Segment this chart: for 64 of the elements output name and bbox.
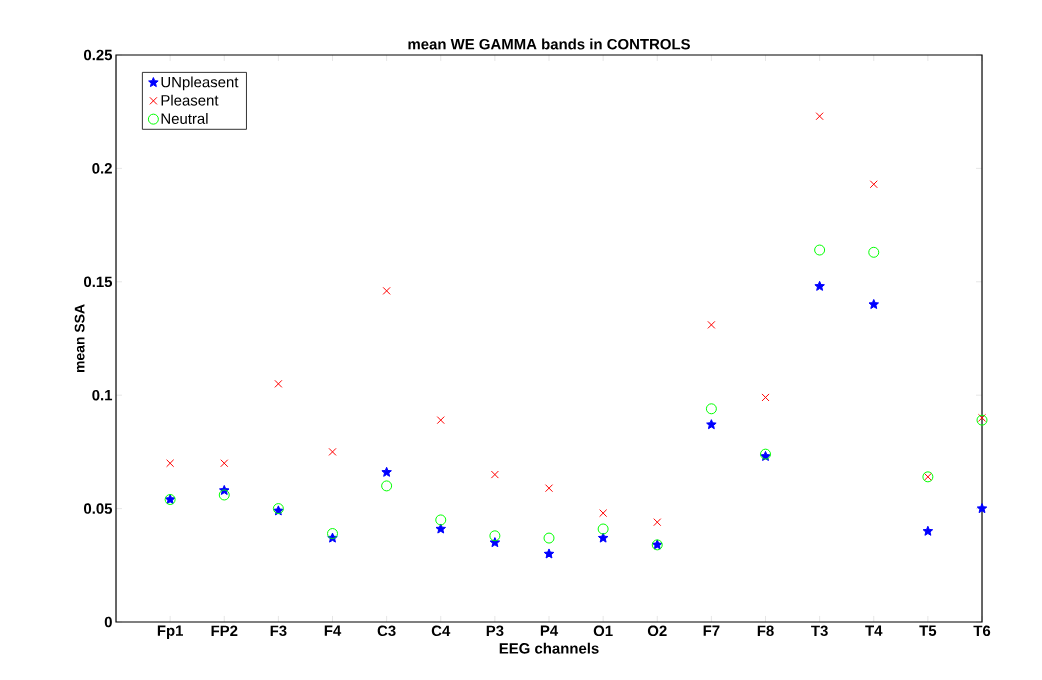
point xyxy=(435,514,447,526)
x-tick-label: FP2 xyxy=(211,625,238,636)
point xyxy=(597,532,609,543)
y-tick-label: 0.1 xyxy=(92,389,113,401)
point xyxy=(166,459,175,468)
x-tick-label: T3 xyxy=(811,625,828,637)
x-tick-label: T6 xyxy=(973,625,991,637)
point xyxy=(814,244,826,256)
y-tick-label: 0.15 xyxy=(84,276,113,288)
point xyxy=(274,379,283,388)
point xyxy=(814,280,825,291)
x-tick-label: F3 xyxy=(270,625,287,637)
point xyxy=(977,413,987,422)
point xyxy=(815,112,824,121)
point xyxy=(381,466,392,477)
point xyxy=(436,416,445,425)
point xyxy=(599,509,608,518)
point xyxy=(218,489,230,501)
point xyxy=(653,518,662,527)
point xyxy=(707,320,716,329)
point xyxy=(597,523,609,535)
point xyxy=(706,419,717,430)
x-tick-label: O1 xyxy=(593,625,613,637)
x-tick-label: F8 xyxy=(757,625,774,637)
legend-label: Neutral xyxy=(161,112,208,124)
x-tick-label: F4 xyxy=(324,625,342,636)
point xyxy=(381,480,393,492)
point xyxy=(220,459,229,468)
point xyxy=(490,470,499,479)
y-tick-label: 0.05 xyxy=(84,503,113,514)
point xyxy=(435,523,447,534)
point xyxy=(328,447,337,456)
point xyxy=(976,503,988,514)
point xyxy=(868,298,880,310)
point xyxy=(489,530,501,542)
point xyxy=(489,537,501,548)
x-tick-label: C3 xyxy=(377,625,396,637)
x-axis-title: EEG channels xyxy=(499,642,599,654)
point xyxy=(544,484,554,493)
point xyxy=(382,286,391,295)
x-tick-label: Fp1 xyxy=(157,625,183,639)
point xyxy=(922,525,934,536)
point xyxy=(543,548,555,559)
x-tick-label: O2 xyxy=(647,625,667,637)
x-tick-label: T4 xyxy=(865,625,883,636)
x-tick-label: F7 xyxy=(703,625,720,636)
point xyxy=(761,393,770,402)
x-tick-label: P3 xyxy=(486,625,504,637)
y-axis-title: mean SSA xyxy=(74,304,85,373)
point xyxy=(327,528,339,540)
legend-label: UNpleasent xyxy=(161,76,239,91)
point xyxy=(976,414,988,426)
x-tick-label: T5 xyxy=(919,625,937,636)
y-tick-label: 0.25 xyxy=(84,49,113,61)
chart-title: mean WE GAMMA bands in CONTROLS xyxy=(408,38,690,50)
point xyxy=(869,180,878,189)
x-tick-label: C4 xyxy=(431,625,451,637)
x-tick-label: P4 xyxy=(540,625,559,636)
point xyxy=(705,403,717,415)
y-tick-label: 0.2 xyxy=(92,163,112,174)
y-tick-label: 0 xyxy=(104,616,112,628)
point xyxy=(868,246,880,258)
point xyxy=(543,532,555,544)
legend-label: Pleasent xyxy=(161,94,219,106)
